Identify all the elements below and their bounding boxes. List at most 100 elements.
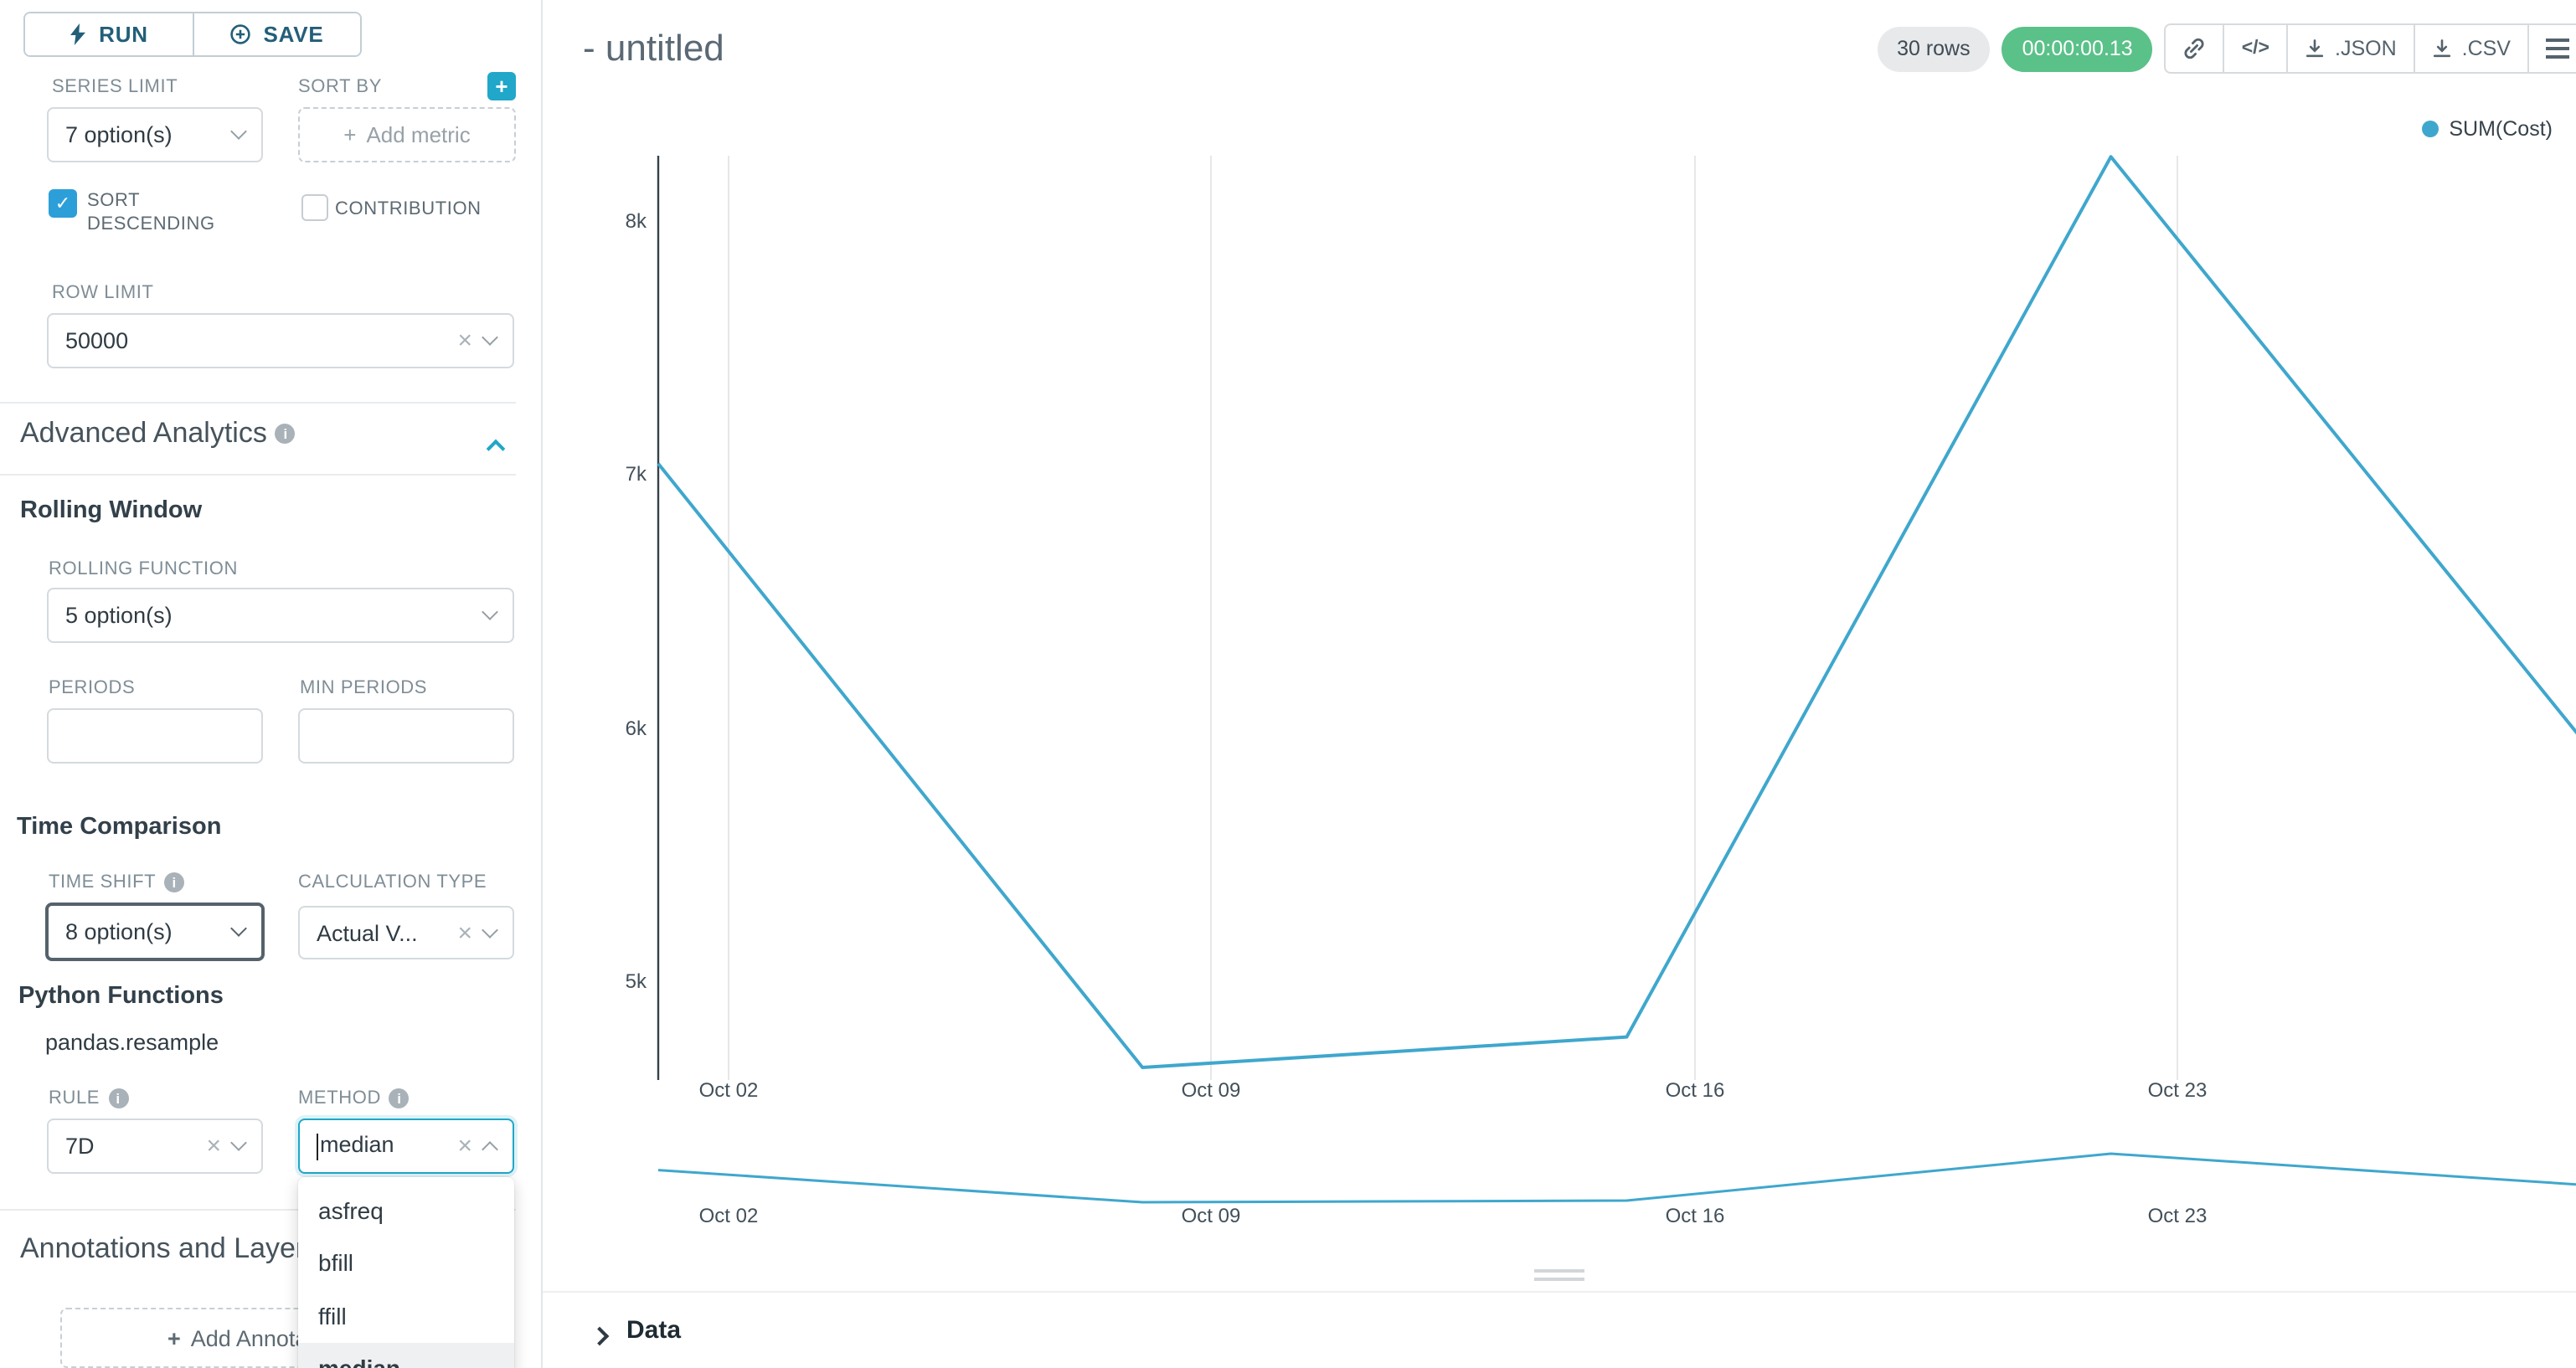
copy-link-button[interactable] — [2166, 25, 2223, 72]
annotations-title: Annotations and Layers — [20, 1232, 320, 1264]
clear-icon[interactable]: × — [457, 327, 472, 355]
series-limit-label: SERIES LIMIT — [52, 77, 178, 97]
mini-x-tick-oct02: Oct 02 — [698, 1204, 759, 1227]
chart-menu-button[interactable] — [2527, 25, 2576, 72]
chart-title: - untitled — [583, 27, 724, 69]
chevron-down-icon — [230, 1134, 247, 1151]
series-limit-value: 7 option(s) — [65, 122, 173, 147]
run-button[interactable]: RUN — [25, 13, 192, 55]
chevron-down-icon — [230, 920, 247, 937]
rule-value: 7D — [65, 1134, 95, 1159]
query-timer-badge: 00:00:00.13 — [2002, 26, 2153, 71]
chevron-right-icon — [590, 1326, 610, 1346]
menu-item-median[interactable]: median — [298, 1342, 514, 1368]
x-tick-oct16: Oct 16 — [1665, 1078, 1725, 1102]
clear-icon[interactable]: × — [206, 1132, 221, 1160]
text-cursor — [317, 1133, 318, 1160]
check-icon: ✓ — [54, 194, 71, 214]
mini-x-tick-oct09: Oct 09 — [1181, 1204, 1241, 1227]
plus-circle-icon — [230, 24, 251, 44]
mini-x-tick-oct23: Oct 23 — [2147, 1204, 2208, 1227]
calculation-type-label: CALCULATION TYPE — [298, 872, 487, 892]
panel-resize-handle[interactable] — [1534, 1264, 1584, 1286]
x-tick-oct02: Oct 02 — [698, 1078, 759, 1102]
row-limit-value: 50000 — [65, 328, 129, 353]
export-json-label: .JSON — [2335, 37, 2397, 60]
contribution-checkbox[interactable] — [301, 194, 328, 221]
view-query-button[interactable]: </> — [2223, 25, 2286, 72]
x-tick-oct09: Oct 09 — [1181, 1078, 1241, 1102]
advanced-analytics-title: Advanced Analytics — [20, 417, 267, 449]
chevron-down-icon — [230, 123, 247, 140]
sort-by-add-metric[interactable]: + Add metric — [298, 107, 516, 162]
y-tick-6k: 6k — [625, 717, 647, 740]
y-tick-7k: 7k — [625, 462, 647, 486]
rolling-function-value: 5 option(s) — [65, 603, 173, 628]
method-value: median — [317, 1133, 446, 1160]
control-panel: RUN SAVE SERIES LIMIT SORT BY + 7 option… — [0, 0, 543, 1368]
info-icon: i — [164, 872, 185, 892]
chevron-down-icon — [482, 604, 498, 620]
rolling-window-title: Rolling Window — [20, 497, 203, 524]
hamburger-icon — [2546, 39, 2569, 59]
export-json-button[interactable]: .JSON — [2286, 25, 2414, 72]
chart-legend[interactable]: SUM(Cost) — [2422, 117, 2553, 141]
plus-icon: + — [343, 122, 357, 147]
min-periods-label: MIN PERIODS — [300, 678, 428, 698]
time-shift-value: 8 option(s) — [65, 919, 173, 944]
python-functions-title: Python Functions — [18, 983, 224, 1010]
download-icon — [2306, 39, 2324, 58]
preview-minichart[interactable] — [543, 1152, 2576, 1229]
download-icon — [2433, 39, 2450, 58]
legend-dot — [2422, 121, 2439, 137]
menu-item-bfill[interactable]: bfill — [318, 1249, 354, 1277]
code-icon: </> — [2241, 39, 2269, 59]
chevron-up-icon — [482, 1141, 498, 1158]
rolling-function-label: ROLLING FUNCTION — [49, 559, 238, 579]
clear-icon[interactable]: × — [457, 918, 472, 947]
data-panel-expand-chevron[interactable] — [590, 1321, 610, 1351]
y-tick-8k: 8k — [625, 209, 647, 233]
pandas-resample-label: pandas.resample — [45, 1030, 219, 1055]
series-line — [657, 155, 2576, 1069]
data-panel-divider — [543, 1291, 2576, 1293]
save-button[interactable]: SAVE — [192, 13, 360, 55]
calculation-type-value: Actual V... — [317, 920, 418, 945]
export-csv-button[interactable]: .CSV — [2413, 25, 2527, 72]
info-icon: i — [275, 424, 296, 444]
run-save-group: RUN SAVE — [23, 12, 362, 57]
row-count-badge: 30 rows — [1877, 26, 1991, 71]
mini-series-line — [657, 1152, 2576, 1204]
method-select[interactable]: median × — [298, 1119, 514, 1174]
rolling-function-select[interactable]: 5 option(s) — [47, 588, 514, 643]
sort-descending-checkbox[interactable]: ✓ — [49, 189, 77, 218]
menu-item-asfreq[interactable]: asfreq — [318, 1196, 384, 1224]
periods-input[interactable] — [47, 708, 263, 764]
collapse-section-chevron[interactable] — [486, 439, 506, 459]
method-dropdown-menu: asfreq bfill ffill median — [298, 1177, 514, 1368]
chevron-down-icon — [482, 329, 498, 346]
periods-label: PERIODS — [49, 678, 136, 698]
chevron-down-icon — [482, 921, 498, 938]
method-label: METHOD i — [298, 1088, 410, 1108]
x-tick-oct23: Oct 23 — [2147, 1078, 2208, 1102]
clear-icon[interactable]: × — [457, 1132, 472, 1160]
info-icon: i — [108, 1088, 129, 1108]
row-limit-select[interactable]: 50000 × — [47, 313, 514, 368]
time-shift-select[interactable]: 8 option(s) — [45, 903, 265, 961]
rule-select[interactable]: 7D × — [47, 1119, 263, 1174]
chart-panel: - untitled 30 rows 00:00:00.13 </> .JSON… — [543, 0, 2576, 1368]
menu-item-ffill[interactable]: ffill — [318, 1302, 347, 1329]
rule-label: RULE i — [49, 1088, 129, 1108]
min-periods-input[interactable] — [298, 708, 514, 764]
data-panel-title[interactable]: Data — [626, 1316, 682, 1345]
contribution-label: CONTRIBUTION — [335, 199, 482, 219]
calculation-type-select[interactable]: Actual V... × — [298, 906, 514, 959]
bolt-icon — [70, 23, 86, 45]
advanced-analytics-header: Advanced Analytics i — [20, 417, 296, 450]
section-divider — [0, 402, 516, 404]
section-divider — [0, 474, 516, 476]
series-limit-select[interactable]: 7 option(s) — [47, 107, 263, 162]
add-metric-plus-button[interactable]: + — [487, 72, 516, 100]
